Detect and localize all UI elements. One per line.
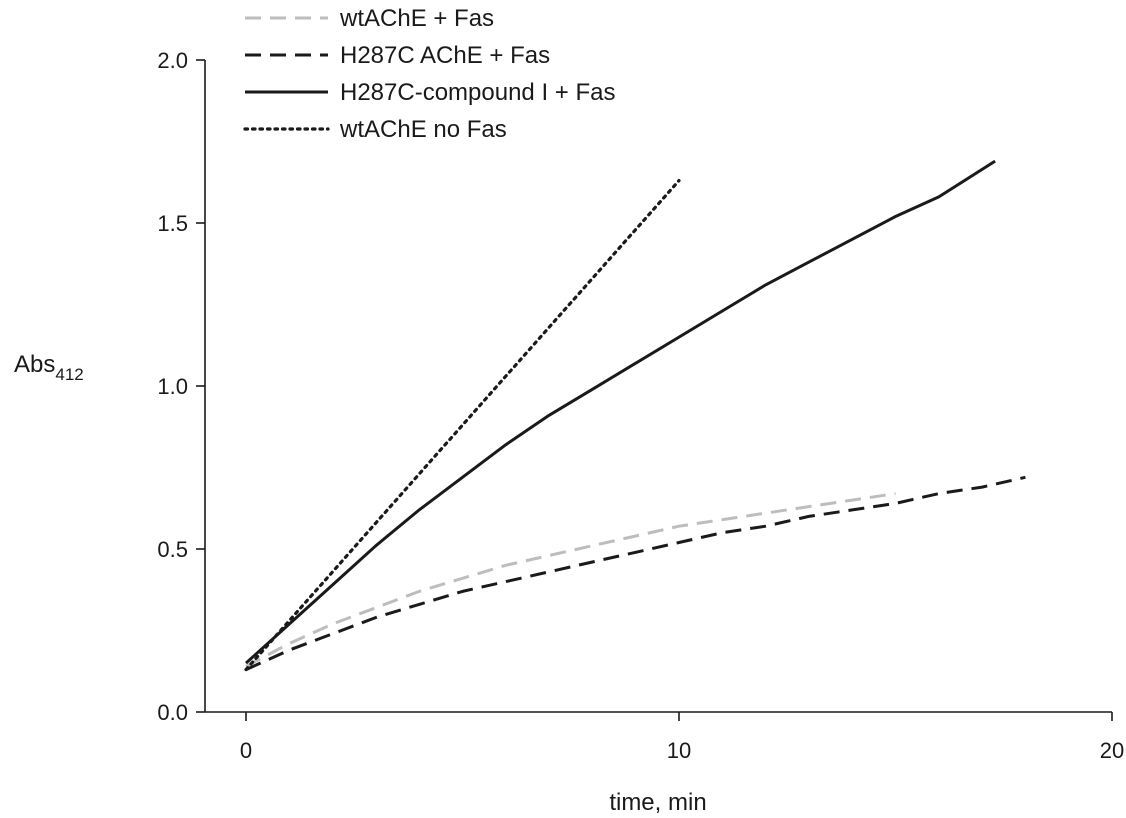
- y-tick-label: 0.5: [157, 537, 188, 562]
- legend: wtAChE + Fas H287C AChE + Fas H287C-compou…: [243, 5, 615, 143]
- y-axis-title-main: Abs: [14, 351, 55, 378]
- x-axis-title: time, min: [609, 789, 706, 816]
- x-tick-label: 20: [1100, 738, 1124, 763]
- series-line-1: [245, 492, 896, 668]
- x-ticks: 0 10 20: [240, 712, 1124, 763]
- x-tick-label: 10: [667, 738, 691, 763]
- series-line-3: [244, 159, 996, 665]
- legend-label: wtAChE no Fas: [339, 116, 507, 143]
- y-tick-label: 0.0: [157, 700, 188, 725]
- axes: [204, 60, 1112, 713]
- series-line-4: [244, 179, 681, 672]
- y-ticks: 0.0 0.5 1.0 1.5 2.0: [157, 48, 205, 725]
- y-axis-title: Abs412: [14, 351, 84, 384]
- y-axis-title-subscript: 412: [55, 365, 83, 384]
- y-tick-label: 2.0: [157, 48, 188, 73]
- series-line-2: [245, 475, 1026, 671]
- y-tick-label: 1.0: [157, 374, 188, 399]
- legend-label: H287C AChE + Fas: [340, 42, 550, 69]
- y-tick-label: 1.5: [157, 211, 188, 236]
- x-tick-label: 0: [240, 738, 252, 763]
- legend-label: wtAChE + Fas: [339, 5, 494, 32]
- legend-label: H287C-compound I + Fas: [340, 79, 615, 106]
- series-layer: [244, 159, 1026, 672]
